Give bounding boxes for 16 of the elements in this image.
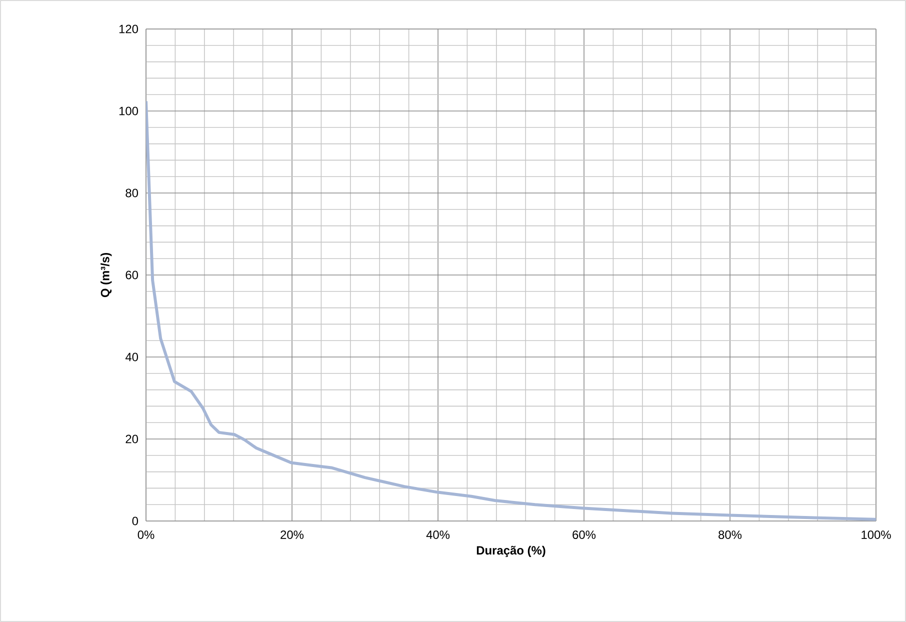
line-series: [146, 100, 876, 521]
y-tick-label: 80: [126, 188, 138, 198]
y-tick-label: 100: [119, 106, 138, 116]
x-tick-label: 0%: [138, 530, 154, 539]
y-axis-title: Q (m³/s): [100, 253, 112, 298]
y-tick-label: 120: [119, 24, 138, 34]
x-tick-label: 80%: [718, 530, 742, 539]
y-tick-label: 20: [126, 434, 138, 444]
x-tick-label: 100%: [862, 530, 891, 539]
x-tick-label: 20%: [280, 530, 304, 539]
x-tick-label: 60%: [572, 530, 596, 539]
y-tick-label: 60: [126, 270, 138, 280]
x-axis-title: Duração (%): [476, 546, 546, 557]
y-tick-label: 40: [125, 352, 138, 362]
x-tick-label: 40%: [426, 530, 450, 539]
y-tick-label: 0: [132, 516, 138, 526]
